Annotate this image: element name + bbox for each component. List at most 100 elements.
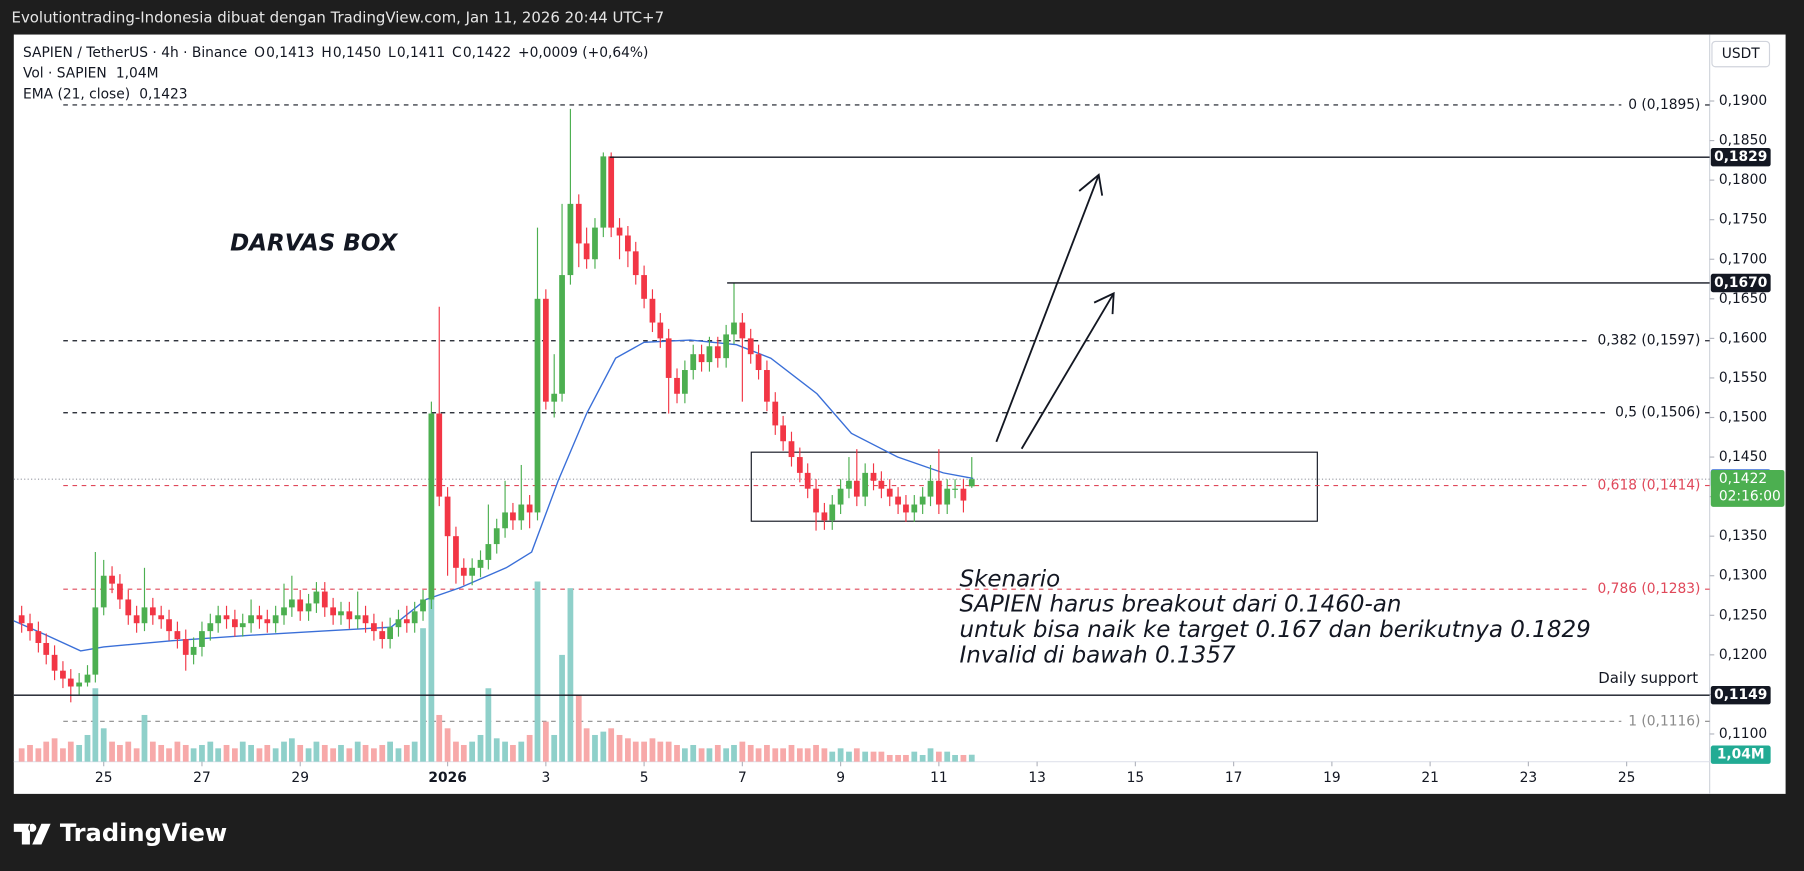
x-tick-label: 5 (640, 770, 649, 786)
candle-body (706, 346, 713, 363)
volume-bar (444, 728, 451, 762)
volume-bar (641, 741, 647, 762)
candle-body (338, 611, 344, 616)
candle-body (215, 615, 222, 624)
volume-bar (853, 748, 860, 762)
volume-bar (583, 728, 590, 762)
candle-body (158, 615, 165, 620)
y-tick-label: 0,1200 (1719, 647, 1767, 663)
volume-bar (559, 654, 565, 762)
volume-bar (690, 744, 697, 762)
x-tick-label: 9 (836, 770, 845, 786)
volume-bar (804, 748, 811, 762)
volume-bar (788, 744, 795, 762)
volume-bar (182, 744, 189, 762)
legend-text: C (452, 45, 462, 61)
y-tick-label: 0,1450 (1719, 449, 1767, 465)
volume-bar (878, 751, 885, 762)
volume-bar (158, 744, 165, 762)
volume-bar (649, 738, 656, 762)
volume-bar (18, 748, 25, 762)
candle-body (207, 623, 214, 632)
header-title: Evolutiontrading-Indonesia dibuat dengan… (12, 8, 665, 26)
volume-bar (272, 748, 279, 762)
candle-body (43, 642, 50, 655)
volume-bar (772, 748, 779, 762)
volume-bar (837, 748, 844, 762)
candle-body (903, 504, 909, 513)
candle-body (813, 488, 819, 513)
volume-bar (935, 751, 942, 762)
volume-bar (27, 744, 33, 762)
volume-bar (755, 748, 762, 762)
scenario-line: untuk bisa naik ke target 0.167 dan beri… (960, 617, 1591, 643)
volume-bar (706, 748, 713, 762)
volume-bar (723, 748, 730, 762)
arrow-head (1078, 173, 1104, 196)
volume-bar (551, 734, 558, 762)
legend-value: 1,04M (116, 66, 159, 82)
volume-bar (952, 754, 958, 762)
volume-bar (911, 751, 918, 762)
candle-body (665, 338, 672, 378)
volume-bar (76, 744, 83, 762)
volume-bar (469, 741, 476, 762)
candle-body (526, 504, 533, 513)
candle-body (796, 457, 803, 473)
volume-bar (403, 744, 410, 762)
candle-body (681, 370, 688, 394)
candle-body (166, 619, 172, 632)
candle-body (35, 631, 42, 643)
volume-bar (354, 741, 361, 762)
volume-bar (35, 748, 42, 762)
volume-bar (510, 744, 516, 762)
candle-body (444, 496, 451, 537)
volume-bar (190, 748, 197, 762)
volume-bar (846, 751, 852, 762)
candle-body (804, 472, 811, 489)
volume-bar (493, 738, 500, 762)
candle-body (960, 488, 967, 501)
arrow-head (1093, 291, 1115, 315)
candle-body (51, 654, 58, 671)
candle-body (878, 480, 885, 489)
legend-text: 0,1411 (397, 45, 445, 61)
volume-bar (231, 748, 238, 762)
x-tick-label: 3 (541, 770, 550, 786)
scenario-line: Invalid di bawah 0.1357 (960, 642, 1236, 668)
volume-bar (632, 741, 639, 762)
legend-text: EMA (21, close) (23, 86, 130, 102)
fib-label: 0,618 (0,1414) (1598, 478, 1701, 494)
currency-box[interactable] (1711, 40, 1771, 68)
candle-body (76, 682, 83, 687)
candle-body (190, 646, 197, 655)
candle-body (747, 338, 754, 355)
legend-text: 0,1413 (266, 45, 314, 61)
volume-bar (477, 734, 484, 762)
candle-body (764, 370, 770, 402)
candle-body (403, 619, 410, 624)
volume-badge (1710, 745, 1771, 764)
legend-text: H (321, 45, 331, 61)
candle-body (944, 488, 951, 505)
candle-body (853, 480, 860, 497)
candle-body (592, 227, 598, 260)
candle-body (231, 619, 238, 628)
legend: SAPIEN / TetherUS · 4h · Binance O 0,1413 H… (23, 45, 648, 102)
arrow (995, 174, 1100, 443)
candle-body (100, 575, 107, 608)
candle-body (714, 346, 721, 359)
volume-bar (903, 754, 909, 762)
candle-body (305, 603, 312, 612)
x-tick-label: 15 (1127, 770, 1145, 786)
candle-body (575, 203, 582, 244)
y-tick-label: 0,1750 (1719, 212, 1767, 228)
candle-body (60, 670, 66, 679)
candle-body (485, 544, 492, 560)
candle-body (84, 674, 91, 683)
candle-body (649, 298, 656, 323)
candle-body (199, 631, 205, 647)
volume-bar (747, 744, 754, 762)
volume-bar (387, 741, 393, 762)
candle-body (387, 627, 393, 640)
